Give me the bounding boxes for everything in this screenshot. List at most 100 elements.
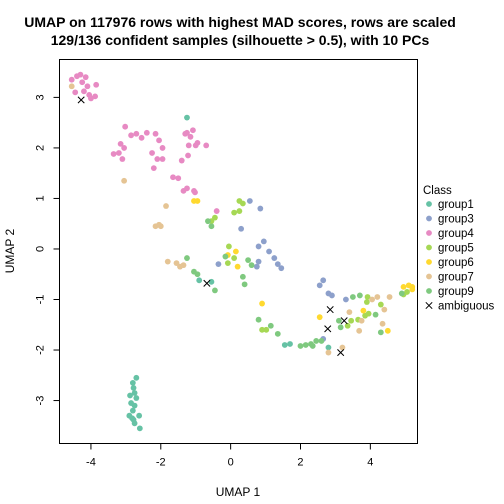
data-point-group4 (128, 132, 135, 139)
data-point-group4 (79, 79, 86, 86)
data-point-group1 (281, 342, 288, 348)
data-point-group3 (316, 282, 323, 289)
data-point-group9 (297, 343, 304, 349)
data-point-group7 (163, 203, 169, 209)
data-point-group1 (126, 412, 133, 419)
data-point-group4 (190, 127, 196, 134)
data-point-group9 (318, 338, 325, 344)
data-point-group4 (121, 145, 128, 151)
data-point-group6 (384, 327, 391, 334)
legend-marker (426, 273, 432, 280)
x-tick-label: 0 (228, 457, 234, 469)
data-point-group9 (267, 322, 274, 329)
legend-entry-group3: group3 (426, 214, 474, 226)
data-point-ambiguous (77, 96, 85, 104)
legend-title: Class (423, 185, 452, 197)
data-point-group7 (374, 294, 381, 300)
legend-label: ambiguous (438, 301, 495, 313)
data-point-group1 (127, 392, 133, 399)
data-point-group9 (313, 338, 320, 344)
data-point-group9 (274, 330, 281, 337)
data-point-group9 (336, 317, 342, 324)
data-point-group7 (152, 223, 159, 230)
data-point-group1 (133, 395, 140, 401)
data-point-group1 (129, 379, 136, 386)
data-point-group7 (157, 223, 164, 230)
data-point-group5 (364, 294, 371, 300)
y-tick-label: 2 (35, 145, 47, 151)
data-point-group9 (372, 311, 379, 318)
data-point-ambiguous (337, 348, 345, 357)
data-point-group4 (68, 76, 75, 83)
data-point-ambiguous (324, 325, 332, 333)
data-point-group9 (349, 294, 356, 300)
legend-label: group9 (438, 286, 474, 298)
data-point-group5 (231, 209, 238, 216)
data-point-group4 (81, 88, 87, 95)
data-point-group7 (346, 309, 353, 316)
legend-entries: group1 group3 group4 group5 group6 group7 grou… (425, 199, 495, 313)
data-point-group4 (82, 74, 89, 81)
data-point-group1 (129, 407, 136, 414)
chart-subtitle: 129/136 confident samples (silhouette > … (51, 32, 430, 48)
data-point-group7 (180, 262, 187, 269)
legend-entry-group7: group7 (426, 272, 474, 284)
data-point-group9 (245, 257, 252, 263)
x-axis: -4 -2 0 2 4 (86, 443, 373, 469)
legend-marker (425, 301, 433, 310)
legend-entry-group9: group9 (426, 286, 474, 298)
data-point-group4 (187, 133, 194, 140)
data-point-group1 (325, 344, 332, 351)
data-point-group9 (208, 223, 215, 230)
data-point-group9 (302, 342, 309, 348)
data-point-group4 (159, 156, 166, 162)
series-ambiguous (77, 96, 348, 357)
legend-label: group3 (438, 214, 474, 226)
data-point-group5 (239, 200, 246, 207)
legend-marker (426, 259, 432, 265)
legend: Class group1group3group4group5group6grou… (423, 185, 495, 313)
data-point-group4 (185, 152, 191, 159)
data-point-group4 (180, 187, 187, 194)
data-point-group5 (263, 326, 270, 333)
x-tick-label: 2 (297, 457, 303, 469)
data-point-group7 (164, 258, 171, 265)
data-point-group4 (92, 93, 99, 100)
data-point-group5 (224, 260, 231, 267)
legend-marker (426, 288, 432, 294)
y-tick-label: 3 (35, 94, 47, 100)
data-point-group1 (184, 114, 190, 121)
data-point-group5 (225, 243, 232, 250)
series-group3 (215, 198, 349, 342)
legend-marker (426, 230, 432, 236)
series-group1 (126, 114, 332, 432)
data-point-group3 (255, 243, 262, 250)
data-point-group7 (369, 296, 375, 303)
data-point-group5 (365, 310, 372, 317)
data-point-group3 (238, 225, 245, 232)
series-group6 (191, 198, 416, 334)
data-point-group4 (170, 174, 176, 181)
data-point-group9 (356, 292, 363, 299)
data-point-group6 (409, 283, 416, 290)
data-point-group9 (248, 262, 255, 269)
y-tick-label: -1 (35, 295, 47, 305)
data-point-group4 (110, 151, 117, 157)
data-point-group7 (339, 344, 346, 351)
series-group5 (208, 198, 410, 333)
data-point-group3 (343, 296, 349, 303)
data-point-group1 (131, 390, 138, 396)
data-point-group3 (266, 248, 272, 255)
data-point-group3 (246, 198, 253, 204)
y-tick-label: 0 (35, 246, 47, 252)
data-point-group4 (203, 142, 210, 149)
data-point-group4 (77, 71, 84, 78)
data-point-group3 (257, 205, 264, 212)
data-point-group4 (159, 145, 166, 151)
data-point-group9 (212, 287, 218, 294)
data-point-group1 (131, 402, 138, 409)
data-point-group9 (377, 329, 384, 336)
data-point-group1 (133, 374, 140, 381)
data-point-group5 (259, 326, 265, 333)
data-point-group9 (309, 343, 316, 349)
